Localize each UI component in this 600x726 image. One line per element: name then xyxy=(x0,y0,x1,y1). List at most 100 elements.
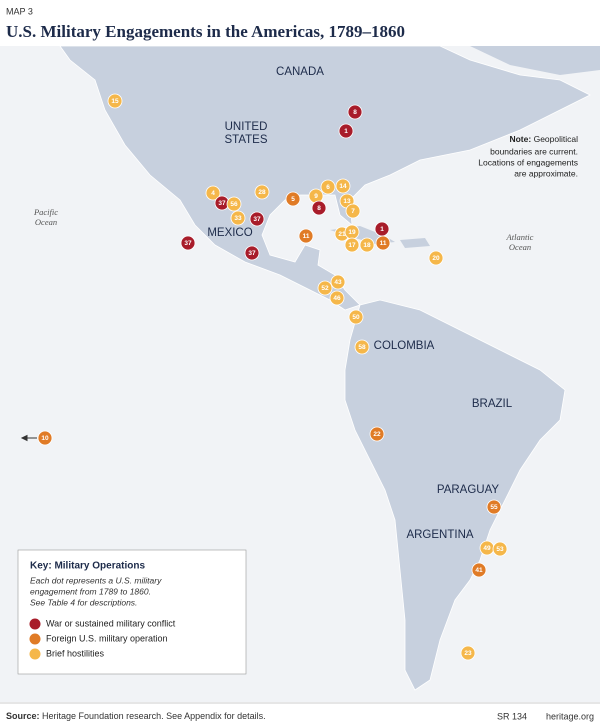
report: SR 134 xyxy=(497,711,527,721)
country-label: COLOMBIA xyxy=(374,340,435,352)
source: Source: Heritage Foundation research. Se… xyxy=(6,711,266,721)
country-label: MEXICO xyxy=(207,227,252,239)
engagement-dot xyxy=(285,191,301,207)
engagement-dot xyxy=(460,645,476,661)
key-description: See Table 4 for descriptions. xyxy=(30,597,137,607)
engagement-number: 13 xyxy=(343,198,351,205)
engagement-dot xyxy=(244,245,260,261)
engagement-dot xyxy=(471,562,487,578)
engagement-number: 22 xyxy=(373,431,381,438)
title: U.S. Military Engagements in the America… xyxy=(6,22,405,41)
source-text: Heritage Foundation research. See Append… xyxy=(42,711,266,721)
country-label: STATES xyxy=(224,134,267,146)
engagement-number: 17 xyxy=(348,242,356,249)
engagement-dot xyxy=(344,237,360,253)
engagement-dot xyxy=(180,235,196,251)
engagement-number: 37 xyxy=(248,250,256,257)
hispaniola xyxy=(400,238,430,248)
engagement-number: 46 xyxy=(333,295,341,302)
key-swatch xyxy=(29,648,41,660)
engagement-number: 37 xyxy=(253,216,261,223)
key-swatch xyxy=(29,618,41,630)
engagement-number: 8 xyxy=(353,109,357,116)
country-label: BRAZIL xyxy=(472,398,513,410)
note-line: boundaries are current. xyxy=(490,146,578,156)
ocean-label: Ocean xyxy=(35,217,57,227)
key-label: War or sustained military conflict xyxy=(46,618,176,628)
engagement-dot xyxy=(230,210,246,226)
engagement-number: 55 xyxy=(490,504,498,511)
engagement-number: 33 xyxy=(234,215,242,222)
engagement-number: 10 xyxy=(41,435,49,442)
engagement-number: 52 xyxy=(321,285,329,292)
engagement-dot xyxy=(317,280,333,296)
engagement-number: 15 xyxy=(111,98,119,105)
engagement-number: 53 xyxy=(496,546,504,553)
engagement-number: 37 xyxy=(184,240,192,247)
country-label: PARAGUAY xyxy=(437,484,500,496)
key-box xyxy=(17,549,247,675)
engagement-dot xyxy=(330,274,346,290)
engagement-number: 6 xyxy=(326,184,330,191)
engagement-number: 43 xyxy=(334,279,342,286)
greenland xyxy=(470,46,600,75)
engagement-dot xyxy=(345,203,361,219)
key-label: Foreign U.S. military operation xyxy=(46,633,168,643)
engagement-number: 7 xyxy=(351,208,355,215)
engagement-number: 9 xyxy=(314,193,318,200)
ocean-label: Atlantic xyxy=(506,232,534,242)
engagement-dot xyxy=(226,196,242,212)
engagement-dot xyxy=(369,426,385,442)
engagement-dot xyxy=(298,228,314,244)
engagement-number: 20 xyxy=(432,255,440,262)
note-line: Geopolitical xyxy=(534,134,579,144)
engagement-number: 8 xyxy=(317,205,321,212)
country-label: UNITED xyxy=(225,121,268,133)
map-label: MAP 3 xyxy=(6,6,33,16)
key-label: Brief hostilities xyxy=(46,648,105,658)
site: heritage.org xyxy=(546,711,594,721)
engagement-dot xyxy=(335,178,351,194)
engagement-dot xyxy=(37,430,53,446)
engagement-number: 49 xyxy=(483,545,491,552)
engagement-dot xyxy=(107,93,123,109)
engagement-dot xyxy=(486,499,502,515)
engagement-dot xyxy=(311,200,327,216)
engagement-dot xyxy=(347,104,363,120)
engagement-number: 28 xyxy=(258,189,266,196)
engagement-number: 21 xyxy=(338,231,346,238)
engagement-number: 11 xyxy=(303,233,310,240)
engagement-number: 23 xyxy=(464,650,472,657)
engagement-dot xyxy=(375,235,391,251)
note-line: are approximate. xyxy=(514,168,578,178)
country-label: ARGENTINA xyxy=(406,529,473,541)
key-description: engagement from 1789 to 1860. xyxy=(30,586,151,596)
note-lead: Note: xyxy=(509,134,531,144)
key-description: Each dot represents a U.S. military xyxy=(30,575,162,585)
engagement-number: 58 xyxy=(358,344,366,351)
engagement-number: 19 xyxy=(348,229,356,236)
engagement-dot xyxy=(348,309,364,325)
engagement-number: 4 xyxy=(211,190,215,197)
engagement-number: 14 xyxy=(339,183,347,190)
engagement-number: 50 xyxy=(352,314,360,321)
engagement-dot xyxy=(320,179,336,195)
ocean-label: Ocean xyxy=(509,242,531,252)
engagement-number: 56 xyxy=(230,201,238,208)
engagement-number: 41 xyxy=(475,567,483,574)
country-label: CANADA xyxy=(276,66,324,78)
engagement-number: 37 xyxy=(218,200,226,207)
key-title: Key: Military Operations xyxy=(30,561,145,572)
note-line: Locations of engagements xyxy=(478,157,578,167)
engagement-dot xyxy=(205,185,221,201)
engagement-dot xyxy=(428,250,444,266)
engagement-dot xyxy=(249,211,265,227)
engagement-number: 5 xyxy=(291,196,295,203)
engagement-dot xyxy=(338,123,354,139)
key-swatch xyxy=(29,633,41,645)
engagement-dot xyxy=(492,541,508,557)
south-america xyxy=(344,299,566,691)
engagement-number: 11 xyxy=(380,240,387,247)
engagement-number: 18 xyxy=(363,242,371,249)
